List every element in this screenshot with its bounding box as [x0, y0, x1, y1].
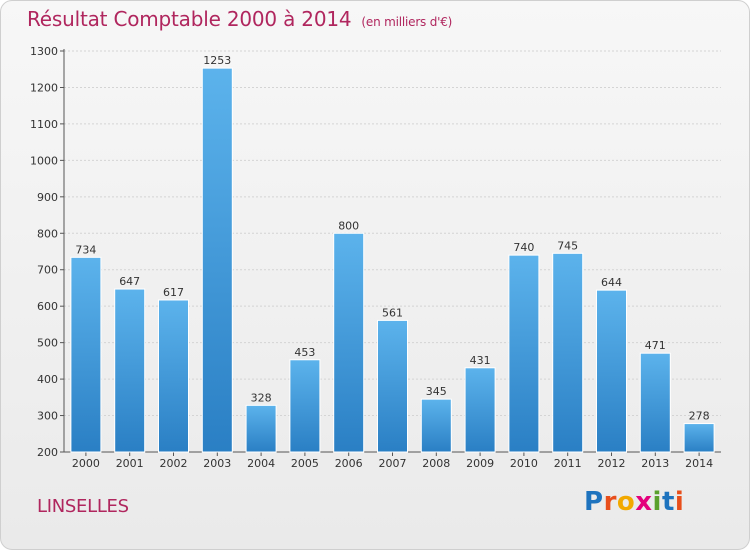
bar	[420, 398, 452, 453]
data-label: 471	[645, 339, 666, 352]
x-tick-label: 2008	[422, 457, 450, 470]
data-label: 431	[470, 354, 491, 367]
bar	[464, 367, 496, 453]
x-tick-label: 2011	[554, 457, 582, 470]
data-label: 453	[294, 346, 315, 359]
bar	[333, 232, 365, 453]
y-tick-label: 900	[37, 191, 58, 204]
x-tick-label: 2010	[510, 457, 538, 470]
y-tick-label: 1100	[30, 118, 58, 131]
data-label: 1253	[203, 54, 231, 67]
logo-letter: P	[584, 487, 604, 517]
y-tick-label: 600	[37, 300, 58, 313]
y-tick-label: 700	[37, 264, 58, 277]
bars	[70, 67, 715, 453]
bar	[289, 359, 321, 453]
logo-letter: r	[603, 487, 617, 517]
data-label: 345	[426, 385, 447, 398]
data-label: 800	[338, 219, 359, 232]
logo-letter: x	[635, 487, 653, 517]
bar	[552, 252, 584, 453]
y-tick-label: 300	[37, 410, 58, 423]
bar	[596, 289, 627, 453]
commune-name: LINSELLES	[37, 496, 129, 517]
x-tick-label: 2002	[160, 457, 188, 470]
bar	[201, 67, 233, 453]
data-label: 647	[119, 275, 140, 288]
x-tick-label: 2009	[466, 457, 494, 470]
y-tick-label: 1200	[30, 81, 58, 94]
bar	[508, 254, 540, 453]
y-tick-label: 800	[37, 227, 58, 240]
proxiti-logo: Proxiti	[584, 487, 684, 517]
x-tick-label: 2013	[641, 457, 669, 470]
data-label: 617	[163, 286, 184, 299]
chart-title-text: Résultat Comptable 2000 à 2014	[27, 7, 352, 31]
bar	[114, 288, 146, 453]
x-tick-label: 2005	[291, 457, 319, 470]
x-tick-label: 2004	[247, 457, 275, 470]
data-label: 328	[251, 391, 272, 404]
chart-title: Résultat Comptable 2000 à 2014 (en millie…	[27, 7, 452, 31]
y-tick-label: 200	[37, 446, 58, 459]
data-label: 745	[557, 239, 578, 252]
data-label: 740	[513, 241, 534, 254]
logo-letter: o	[616, 487, 636, 517]
x-tick-label: 2000	[72, 457, 100, 470]
bar	[639, 352, 671, 453]
bar	[245, 404, 277, 453]
data-label: 734	[75, 243, 96, 256]
x-tick-label: 2006	[335, 457, 363, 470]
x-tick-label: 2007	[379, 457, 407, 470]
logo-letter: i	[652, 487, 662, 517]
bar	[377, 319, 408, 453]
logo-letter: i	[674, 487, 685, 517]
labels: 200 300 400 500 600 700 800 900 1000 1100 1200 1300…	[30, 45, 713, 470]
x-tick-label: 2003	[203, 457, 231, 470]
bar	[683, 423, 715, 453]
bar	[70, 256, 102, 453]
y-tick-label: 1300	[30, 45, 58, 58]
x-tick-label: 2012	[598, 457, 626, 470]
x-tick-label: 2001	[116, 457, 144, 470]
data-label: 644	[601, 276, 622, 289]
y-tick-label: 1000	[30, 154, 58, 167]
data-label: 561	[382, 306, 403, 319]
y-tick-label: 500	[37, 337, 58, 350]
data-label: 278	[689, 410, 710, 423]
y-tick-label: 400	[37, 373, 58, 386]
bar	[158, 299, 189, 453]
chart-subtitle: (en milliers d'€)	[361, 15, 453, 29]
x-tick-label: 2014	[685, 457, 713, 470]
logo-letter: t	[661, 487, 675, 517]
